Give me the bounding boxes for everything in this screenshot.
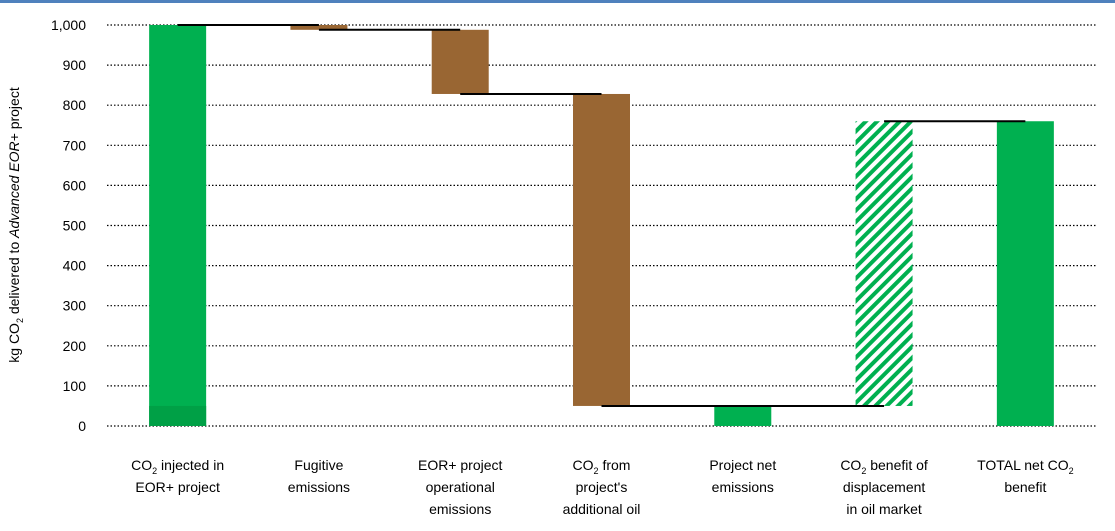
x-category-label: TOTAL net CO2 (977, 457, 1074, 476)
y-axis-label: kg CO2 delivered to Advanced EOR+ projec… (6, 87, 25, 363)
x-category-label: operational (426, 479, 495, 495)
x-category-label: emissions (288, 479, 350, 495)
bar (714, 405, 772, 426)
y-tick-label: 800 (63, 97, 87, 113)
bar (290, 25, 348, 30)
x-category-label: CO2 benefit of (840, 457, 928, 476)
bar (855, 121, 913, 406)
bar-segment (149, 405, 207, 426)
bar (149, 25, 207, 426)
y-tick-label: 200 (63, 338, 87, 354)
x-category-label: project's (576, 479, 628, 495)
y-tick-label: 500 (63, 218, 87, 234)
y-tick-label: 0 (78, 418, 86, 434)
y-tick-labels: 0 100 200 300 400 500 600 700 800 900 1,000 (51, 17, 86, 434)
x-category-label: in oil market (846, 501, 922, 517)
y-tick-label: 1,000 (51, 17, 86, 33)
x-category-label: emissions (712, 479, 774, 495)
y-tick-label: 100 (63, 378, 87, 394)
x-category-label: additional oil (563, 501, 641, 517)
category-labels: CO2 injected in EOR+ project Fugitive emiss… (131, 457, 1073, 517)
y-tick-label: 600 (63, 177, 87, 193)
x-category-label: displacement (843, 479, 926, 495)
x-category-label: benefit (1004, 479, 1046, 495)
x-category-label: EOR+ project (135, 479, 220, 495)
bars (149, 25, 1054, 427)
bar (996, 121, 1054, 427)
x-category-label: CO2 from (573, 457, 631, 476)
bar (431, 29, 489, 94)
x-category-label: CO2 injected in (131, 457, 224, 476)
y-tick-label: 700 (63, 137, 87, 153)
y-tick-label: 900 (63, 57, 87, 73)
y-tick-label: 300 (63, 298, 87, 314)
top-border (0, 0, 1115, 3)
x-category-label: emissions (429, 501, 491, 517)
y-tick-label: 400 (63, 258, 87, 274)
x-category-label: Fugitive (294, 457, 343, 473)
x-category-label: Project net (709, 457, 776, 473)
x-category-label: EOR+ project (418, 457, 503, 473)
bar (573, 93, 630, 406)
connectors (177, 24, 1026, 407)
